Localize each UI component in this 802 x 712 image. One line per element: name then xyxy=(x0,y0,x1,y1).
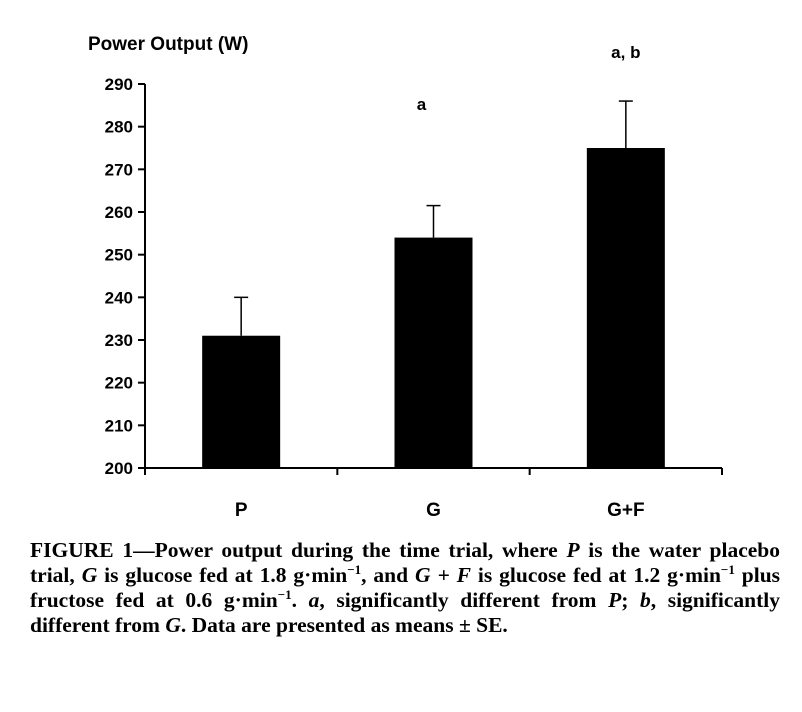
y-ticks: 200 210 220 230 240 250 260 270 280 290 xyxy=(105,75,145,478)
y-tick-label: 250 xyxy=(105,246,133,265)
significance-annotation: a xyxy=(417,95,427,114)
bar-g-f xyxy=(586,148,665,468)
y-tick-label: 280 xyxy=(105,118,133,137)
significance-annotation: a, b xyxy=(611,43,640,62)
bar-chart: Power Output (W) 200 210 220 230 240 250 260 27… xyxy=(88,34,723,521)
y-axis-label: Power Output (W) xyxy=(88,34,248,55)
y-tick-label: 220 xyxy=(105,374,133,393)
bar-p xyxy=(202,335,281,468)
y-tick-label: 210 xyxy=(105,416,133,435)
y-tick-label: 230 xyxy=(105,331,133,350)
x-tick-label: P xyxy=(235,500,248,521)
bars: a a, b xyxy=(202,43,665,468)
y-tick-label: 270 xyxy=(105,160,133,179)
x-tick-label: G xyxy=(426,500,441,521)
caption-label: FIGURE 1 xyxy=(30,538,134,562)
y-tick-label: 200 xyxy=(105,459,133,478)
bar-g xyxy=(394,237,473,468)
x-tick-label: G+F xyxy=(607,500,644,521)
figure-caption: FIGURE 1—Power output during the time tr… xyxy=(30,538,781,637)
y-tick-label: 290 xyxy=(105,75,133,94)
y-tick-label: 260 xyxy=(105,203,133,222)
x-tick-labels: P G G+F xyxy=(235,500,645,521)
y-tick-label: 240 xyxy=(105,288,133,307)
